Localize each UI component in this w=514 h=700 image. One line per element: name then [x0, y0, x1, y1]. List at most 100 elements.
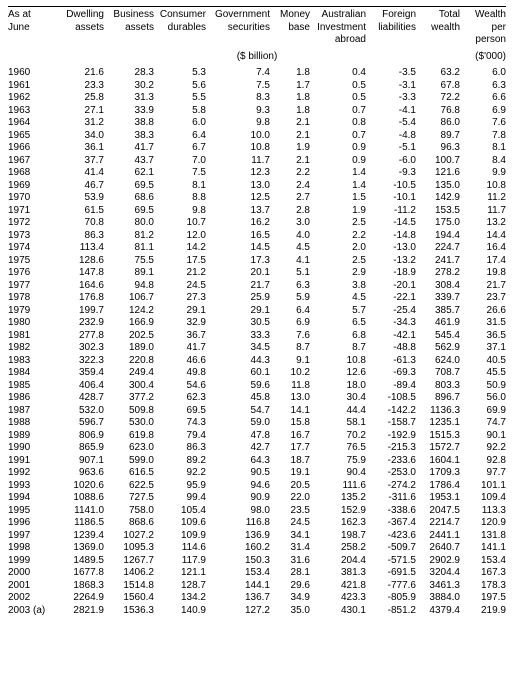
value-cell: 1786.4: [416, 480, 460, 493]
value-cell: 1515.3: [416, 430, 460, 443]
value-cell: 2.1: [270, 155, 310, 168]
table-row: 197161.569.59.813.72.81.9-11.2153.511.7: [8, 205, 506, 218]
value-cell: 18.7: [270, 455, 310, 468]
value-cell: 54.6: [154, 380, 206, 393]
value-cell: 428.7: [54, 392, 104, 405]
table-row: 19931020.6622.595.994.620.5111.6-274.217…: [8, 480, 506, 493]
value-cell: -14.5: [366, 217, 416, 230]
value-cell: -215.3: [366, 442, 416, 455]
value-cell: -691.5: [366, 567, 416, 580]
value-cell: 0.7: [310, 105, 366, 118]
value-cell: 28.1: [270, 567, 310, 580]
value-cell: 33.9: [104, 105, 154, 118]
value-cell: 89.1: [104, 267, 154, 280]
value-cell: 70.8: [54, 217, 104, 230]
value-cell: 90.5: [206, 467, 270, 480]
value-cell: 189.0: [104, 342, 154, 355]
value-cell: 76.5: [310, 442, 366, 455]
value-cell: 241.7: [416, 255, 460, 268]
value-cell: 56.0: [460, 392, 506, 405]
value-cell: 109.6: [154, 517, 206, 530]
value-cell: 220.8: [104, 355, 154, 368]
value-cell: 302.3: [54, 342, 104, 355]
value-cell: 12.3: [206, 167, 270, 180]
value-cell: -9.3: [366, 167, 416, 180]
year-cell: 1981: [8, 330, 54, 343]
value-cell: -571.5: [366, 555, 416, 568]
value-cell: 53.9: [54, 192, 104, 205]
value-cell: 6.4: [270, 305, 310, 318]
value-cell: 14.4: [460, 230, 506, 243]
value-cell: 339.7: [416, 292, 460, 305]
value-cell: 86.0: [416, 117, 460, 130]
value-cell: 69.5: [104, 180, 154, 193]
table-row: 19981369.01095.3114.6160.231.4258.2-509.…: [8, 542, 506, 555]
value-cell: 64.3: [206, 455, 270, 468]
value-cell: 62.3: [154, 392, 206, 405]
table-row: 1976147.889.121.220.15.12.9-18.9278.219.…: [8, 267, 506, 280]
value-cell: 50.9: [460, 380, 506, 393]
value-cell: 63.2: [416, 67, 460, 80]
value-cell: 90.4: [310, 467, 366, 480]
year-cell: 1978: [8, 292, 54, 305]
value-cell: -274.2: [366, 480, 416, 493]
year-cell: 1963: [8, 105, 54, 118]
value-cell: 27.1: [54, 105, 104, 118]
value-cell: 26.6: [460, 305, 506, 318]
value-cell: 17.4: [460, 255, 506, 268]
value-cell: 79.4: [154, 430, 206, 443]
value-cell: 86.3: [154, 442, 206, 455]
value-cell: 19.8: [460, 267, 506, 280]
value-cell: 25.9: [206, 292, 270, 305]
value-cell: 21.7: [460, 280, 506, 293]
value-cell: 42.7: [206, 442, 270, 455]
value-cell: 4379.4: [416, 605, 460, 618]
table-row: 19941088.6727.599.490.922.0135.2-311.619…: [8, 492, 506, 505]
value-cell: 46.7: [54, 180, 104, 193]
col-header-foreign-liabilities: Foreignliabilities: [366, 9, 416, 49]
value-cell: 3.0: [270, 217, 310, 230]
value-cell: 74.3: [154, 417, 206, 430]
value-cell: 1369.0: [54, 542, 104, 555]
table-row: 197053.968.68.812.52.71.5-10.1142.911.2: [8, 192, 506, 205]
value-cell: 1239.4: [54, 530, 104, 543]
value-cell: -4.1: [366, 105, 416, 118]
value-cell: 175.0: [416, 217, 460, 230]
value-cell: 9.9: [460, 167, 506, 180]
year-cell: 1964: [8, 117, 54, 130]
value-cell: 166.9: [104, 317, 154, 330]
year-cell: 1979: [8, 305, 54, 318]
value-cell: -89.4: [366, 380, 416, 393]
value-cell: 34.0: [54, 130, 104, 143]
year-cell: 1980: [8, 317, 54, 330]
value-cell: 25.8: [54, 92, 104, 105]
value-cell: 1.9: [270, 142, 310, 155]
value-cell: 5.8: [154, 105, 206, 118]
value-cell: 5.9: [270, 292, 310, 305]
value-cell: 202.5: [104, 330, 154, 343]
table-head: As atJune Dwellingassets Businessassets …: [8, 9, 506, 67]
value-cell: 1.4: [310, 180, 366, 193]
value-cell: 140.9: [154, 605, 206, 618]
value-cell: 68.6: [104, 192, 154, 205]
value-cell: 2.1: [270, 117, 310, 130]
value-cell: 10.8: [310, 355, 366, 368]
value-cell: 29.1: [206, 305, 270, 318]
year-cell: 1982: [8, 342, 54, 355]
value-cell: 0.5: [310, 80, 366, 93]
value-cell: -25.4: [366, 305, 416, 318]
value-cell: 5.7: [310, 305, 366, 318]
value-cell: -367.4: [366, 517, 416, 530]
value-cell: 381.3: [310, 567, 366, 580]
value-cell: 9.1: [270, 355, 310, 368]
value-cell: 54.7: [206, 405, 270, 418]
value-cell: 624.0: [416, 355, 460, 368]
value-cell: 30.2: [104, 80, 154, 93]
value-cell: 49.8: [154, 367, 206, 380]
unit-billions: ($ billion): [54, 49, 460, 68]
table-row: 1975128.675.517.517.34.12.5-13.2241.717.…: [8, 255, 506, 268]
value-cell: 224.7: [416, 242, 460, 255]
value-cell: 23.7: [460, 292, 506, 305]
value-cell: 113.3: [460, 505, 506, 518]
value-cell: -20.1: [366, 280, 416, 293]
